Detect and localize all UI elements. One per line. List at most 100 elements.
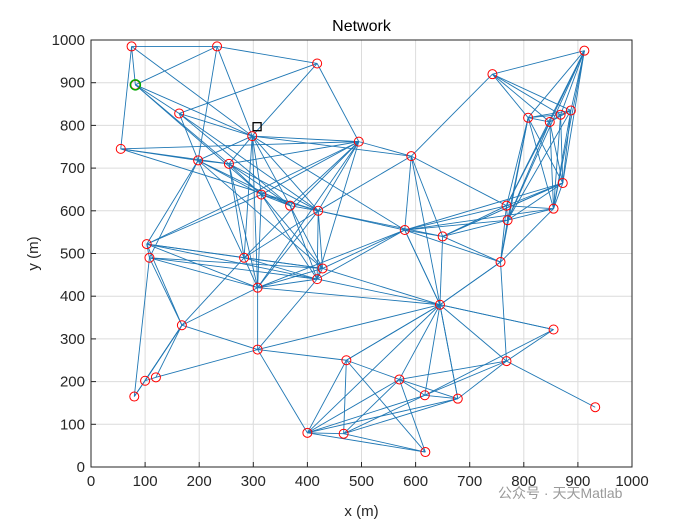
- network-edge: [261, 141, 360, 195]
- network-edge: [404, 208, 554, 231]
- x-tick-label: 500: [349, 473, 374, 490]
- sensor-node: [394, 374, 405, 385]
- network-edge: [439, 261, 501, 306]
- x-tick-label: 200: [187, 473, 212, 490]
- network-edge: [257, 194, 262, 288]
- sensor-node: [341, 355, 352, 366]
- network-edge: [135, 45, 218, 86]
- network-edge: [442, 219, 508, 237]
- network-edge: [507, 110, 572, 221]
- network-edge: [553, 110, 572, 209]
- network-edge: [410, 155, 444, 237]
- network-edge: [424, 304, 441, 396]
- network-edge: [457, 360, 507, 400]
- network-edge: [144, 376, 157, 382]
- network-edge: [424, 329, 554, 396]
- network-edge: [307, 432, 344, 435]
- network-edge: [257, 287, 440, 306]
- network-edge: [120, 141, 359, 150]
- network-edge: [307, 398, 458, 434]
- sensor-node: [239, 252, 250, 263]
- y-tick-label: 300: [60, 331, 85, 348]
- sensor-node: [313, 205, 324, 216]
- x-axis-label: x (m): [344, 503, 378, 520]
- sensor-node: [212, 41, 223, 52]
- network-edge: [560, 110, 572, 116]
- x-tick-label: 900: [565, 473, 590, 490]
- network-edge: [410, 73, 493, 157]
- sensor-node: [256, 189, 267, 200]
- network-edge: [316, 63, 360, 142]
- sensor-node: [501, 356, 512, 367]
- network-edge: [178, 113, 319, 212]
- sensor-node: [353, 136, 364, 147]
- network-edge: [257, 141, 360, 288]
- sensor-node: [548, 203, 559, 214]
- x-tick-label: 0: [87, 473, 95, 490]
- sensor-node: [129, 391, 140, 402]
- network-edge: [179, 63, 318, 114]
- x-tick-label: 400: [295, 473, 320, 490]
- sensor-node: [495, 257, 506, 268]
- network-edge: [146, 160, 199, 245]
- sensor-node: [579, 45, 590, 56]
- network-edge: [404, 229, 441, 305]
- chart-title: Network: [332, 18, 392, 35]
- y-axis-label: y (m): [25, 236, 42, 270]
- network-edge: [257, 268, 323, 289]
- network-edge: [181, 287, 258, 326]
- network-edge: [317, 210, 323, 269]
- network-edge: [346, 359, 426, 453]
- network-edge: [216, 46, 253, 137]
- network-edge: [149, 257, 323, 269]
- network-edge: [251, 135, 319, 212]
- network-edge: [562, 110, 572, 184]
- sensor-node: [144, 252, 155, 263]
- y-tick-label: 0: [77, 459, 85, 476]
- network-edge: [404, 229, 443, 237]
- network-edge: [135, 84, 253, 137]
- x-tick-label: 600: [403, 473, 428, 490]
- y-tick-label: 200: [60, 374, 85, 391]
- sensor-node: [399, 225, 410, 236]
- network-edge: [120, 148, 230, 165]
- y-tick-label: 900: [60, 75, 85, 92]
- network-edge: [252, 135, 359, 143]
- network-edge: [358, 141, 412, 157]
- network-edge: [439, 304, 459, 399]
- network-edge: [131, 46, 253, 137]
- y-tick-label: 100: [60, 416, 85, 433]
- sensor-node: [338, 428, 349, 439]
- network-edge: [399, 379, 458, 400]
- network-edge: [507, 182, 564, 221]
- network-edge: [404, 205, 507, 231]
- network-edge: [500, 262, 507, 362]
- y-tick-label: 600: [60, 203, 85, 220]
- network-edge: [307, 394, 425, 434]
- sensor-node: [252, 282, 263, 293]
- network-edge: [500, 220, 509, 263]
- network-edge: [500, 208, 554, 263]
- network-edge: [289, 141, 360, 207]
- network-edge: [135, 84, 180, 114]
- sensor-node: [285, 200, 296, 211]
- sensor-node: [174, 108, 185, 119]
- sensor-node: [487, 69, 498, 80]
- network-edge: [506, 329, 554, 362]
- y-tick-label: 700: [60, 160, 85, 177]
- network-edge: [197, 160, 245, 258]
- network-edge: [442, 182, 563, 237]
- network-edge: [178, 113, 199, 161]
- network-edge: [442, 236, 501, 263]
- y-tick-label: 500: [60, 246, 85, 263]
- network-edge: [228, 135, 253, 165]
- network-edge: [439, 304, 554, 330]
- network-edge: [410, 156, 441, 305]
- sensor-node: [565, 105, 576, 116]
- sensor-node: [557, 178, 568, 189]
- sensor-node: [501, 200, 512, 211]
- network-edge: [261, 194, 318, 280]
- sensor-node: [176, 320, 187, 331]
- y-tick-label: 400: [60, 288, 85, 305]
- network-edge: [146, 141, 359, 245]
